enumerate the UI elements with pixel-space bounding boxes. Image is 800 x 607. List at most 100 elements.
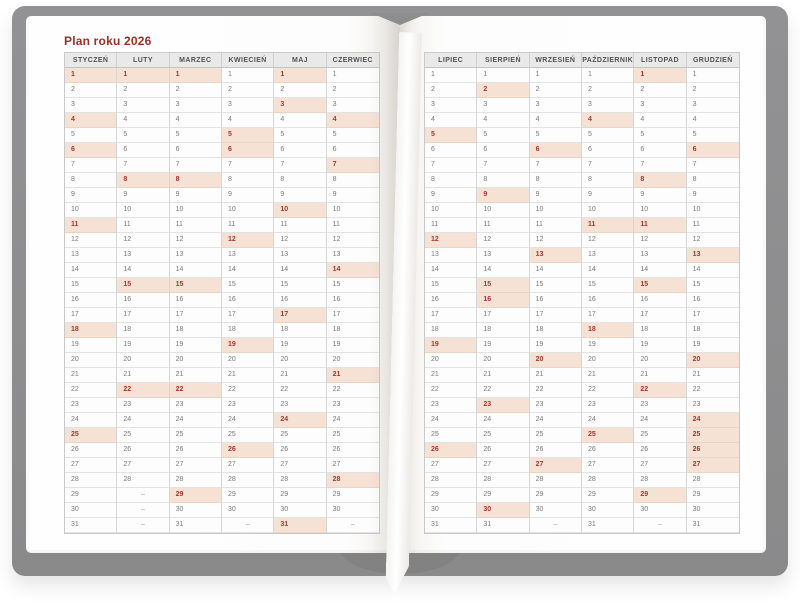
day-cell: 17	[221, 308, 275, 323]
day-cell: 24	[477, 413, 530, 428]
day-cell: 20	[169, 353, 222, 368]
day-cell: 13	[581, 248, 635, 263]
day-cell: 23	[581, 398, 635, 413]
day-cell: 25	[326, 428, 379, 443]
day-cell: 12	[169, 233, 222, 248]
day-cell-highlighted: 1	[65, 68, 118, 83]
day-cell-highlighted: 15	[477, 278, 530, 293]
day-cell: 12	[529, 233, 582, 248]
day-cell: 4	[529, 113, 582, 128]
month-header: LIPIEC	[425, 53, 478, 68]
day-cell: 10	[221, 203, 275, 218]
day-cell: 25	[117, 428, 170, 443]
day-cell-highlighted: 4	[581, 113, 635, 128]
day-cell: 22	[581, 383, 635, 398]
day-cell: 12	[686, 233, 739, 248]
day-cell: 19	[529, 338, 582, 353]
day-cell: 10	[326, 203, 379, 218]
day-cell: 22	[326, 383, 379, 398]
day-cell: 21	[686, 368, 739, 383]
day-cell: 21	[581, 368, 635, 383]
day-cell: 2	[686, 83, 739, 98]
day-cell: 5	[65, 128, 118, 143]
day-cell: 17	[686, 308, 739, 323]
day-cell: 4	[221, 113, 275, 128]
day-cell: 19	[634, 338, 687, 353]
day-cell: 23	[686, 398, 739, 413]
day-cell-highlighted: 25	[686, 428, 739, 443]
day-cell: 19	[686, 338, 739, 353]
day-cell: 19	[65, 338, 118, 353]
day-cell: 17	[529, 308, 582, 323]
day-cell: 29	[274, 488, 327, 503]
day-cell: 9	[634, 188, 687, 203]
day-cell: 14	[65, 263, 118, 278]
day-cell: 6	[477, 143, 530, 158]
day-cell: 2	[634, 83, 687, 98]
day-cell: 26	[65, 443, 118, 458]
day-cell: 14	[686, 263, 739, 278]
day-cell: 16	[686, 293, 739, 308]
empty-day-cell: –	[117, 503, 170, 518]
day-cell: 17	[117, 308, 170, 323]
day-cell: 24	[425, 413, 478, 428]
day-cell: 19	[117, 338, 170, 353]
empty-day-cell: –	[117, 488, 170, 503]
day-cell: 24	[65, 413, 118, 428]
day-cell: 28	[686, 473, 739, 488]
day-cell-highlighted: 1	[117, 68, 170, 83]
day-cell: 6	[274, 143, 327, 158]
day-cell: 11	[117, 218, 170, 233]
day-cell: 7	[221, 158, 275, 173]
day-cell: 24	[529, 413, 582, 428]
day-cell: 2	[425, 83, 478, 98]
day-cell: 25	[425, 428, 478, 443]
month-header: WRZESIEŃ	[529, 53, 582, 68]
day-cell: 11	[529, 218, 582, 233]
day-cell-highlighted: 18	[65, 323, 118, 338]
day-cell: 2	[65, 83, 118, 98]
day-cell: 6	[169, 143, 222, 158]
day-cell: 2	[117, 83, 170, 98]
day-cell: 28	[169, 473, 222, 488]
day-cell: 25	[221, 428, 275, 443]
day-cell: 15	[686, 278, 739, 293]
day-cell: 12	[634, 233, 687, 248]
day-cell: 5	[326, 128, 379, 143]
day-cell: 4	[477, 113, 530, 128]
day-cell: 20	[65, 353, 118, 368]
day-cell: 24	[221, 413, 275, 428]
day-cell-highlighted: 6	[686, 143, 739, 158]
day-cell: 18	[117, 323, 170, 338]
empty-day-cell: –	[529, 518, 582, 533]
day-cell: 6	[581, 143, 635, 158]
day-cell: 24	[117, 413, 170, 428]
day-cell: 7	[425, 158, 478, 173]
day-cell: 10	[634, 203, 687, 218]
day-cell: 7	[477, 158, 530, 173]
day-cell-highlighted: 2	[477, 83, 530, 98]
day-cell-highlighted: 5	[221, 128, 275, 143]
day-cell: 26	[581, 443, 635, 458]
day-cell-highlighted: 4	[326, 113, 379, 128]
day-cell: 14	[169, 263, 222, 278]
day-cell: 8	[326, 173, 379, 188]
day-cell: 7	[169, 158, 222, 173]
day-cell: 25	[634, 428, 687, 443]
year-grid-left: STYCZEŃ LUTY MARZEC KWIECIEŃ MAJ CZERWIEC 1 1 1 1…	[64, 52, 380, 534]
day-cell: 23	[529, 398, 582, 413]
day-cell: 9	[581, 188, 635, 203]
day-cell: 31	[169, 518, 222, 533]
day-cell-highlighted: 9	[477, 188, 530, 203]
day-cell-highlighted: 15	[169, 278, 222, 293]
day-cell: 6	[326, 143, 379, 158]
day-cell-highlighted: 24	[686, 413, 739, 428]
day-cell: 30	[65, 503, 118, 518]
day-cell: 24	[169, 413, 222, 428]
day-cell: 19	[169, 338, 222, 353]
day-cell: 23	[274, 398, 327, 413]
day-cell: 14	[634, 263, 687, 278]
day-cell: 30	[326, 503, 379, 518]
day-cell: 26	[634, 443, 687, 458]
day-cell: 9	[117, 188, 170, 203]
